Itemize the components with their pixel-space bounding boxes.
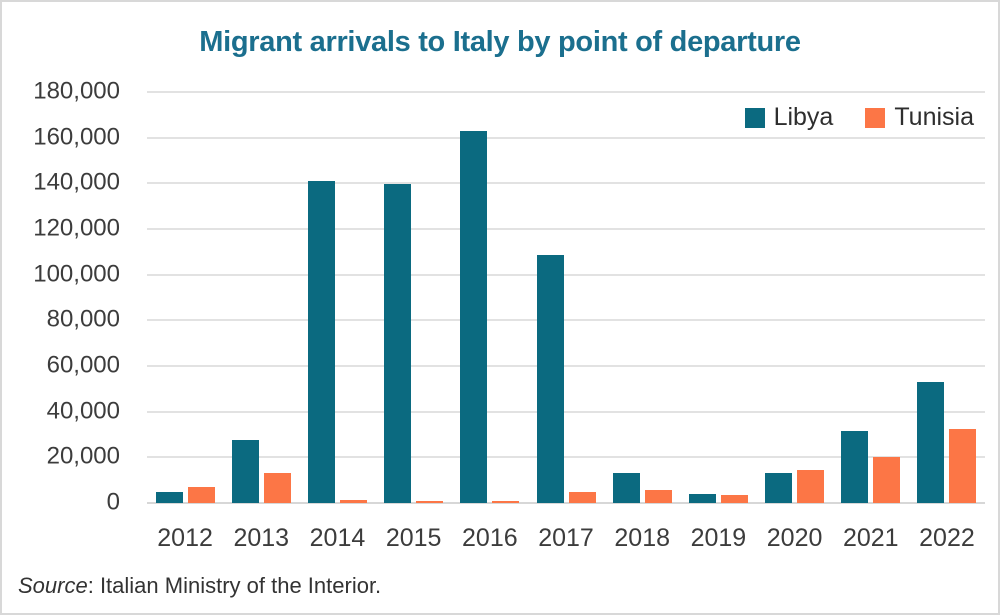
legend-item-libya: Libya xyxy=(744,103,834,132)
x-axis-tick-label: 2015 xyxy=(385,524,442,552)
y-axis-tick-label: 160,000 xyxy=(33,123,120,151)
x-axis-tick-label: 2013 xyxy=(233,524,290,552)
bar-tunisia-2019 xyxy=(720,495,748,503)
bar-group-2018 xyxy=(604,92,680,503)
bar-tunisia-2012 xyxy=(187,487,215,503)
bar-group-2013 xyxy=(223,92,299,503)
legend: Libya Tunisia xyxy=(744,103,974,132)
x-axis-tick-label: 2014 xyxy=(309,524,366,552)
gridline xyxy=(147,91,985,93)
bar-libya-2018 xyxy=(612,473,640,503)
y-axis-tick-label: 60,000 xyxy=(46,351,120,379)
gridline xyxy=(147,319,985,322)
legend-item-tunisia: Tunisia xyxy=(865,103,974,132)
y-axis-tick-label: 40,000 xyxy=(46,397,120,425)
bar-libya-2014 xyxy=(307,181,335,503)
x-axis-tick-label: 2022 xyxy=(919,524,975,552)
bar-libya-2017 xyxy=(536,255,564,503)
legend-swatch-icon xyxy=(744,107,765,128)
bar-group-2016 xyxy=(452,92,528,503)
bar-libya-2016 xyxy=(460,130,488,503)
y-axis-tick-label: 180,000 xyxy=(33,77,120,105)
bar-group-2022 xyxy=(909,92,985,503)
bar-groups xyxy=(147,92,985,503)
y-axis-tick-label: 20,000 xyxy=(46,442,120,470)
plot-area xyxy=(147,91,985,504)
gridline xyxy=(147,136,985,139)
bar-tunisia-2013 xyxy=(263,473,291,503)
x-axis-tick-label: 2021 xyxy=(842,524,899,552)
source-text: : Italian Ministry of the Interior. xyxy=(87,573,382,598)
chart-title: Migrant arrivals to Italy by point of de… xyxy=(199,26,801,58)
x-axis-tick-label: 2017 xyxy=(538,524,594,552)
bar-group-2012 xyxy=(147,92,223,503)
legend-label: Libya xyxy=(773,103,834,131)
gridline xyxy=(147,182,985,185)
bar-libya-2021 xyxy=(841,431,869,503)
bar-group-2017 xyxy=(528,92,604,503)
source-note: Source: Italian Ministry of the Interior… xyxy=(18,573,381,599)
bar-libya-2022 xyxy=(917,381,945,503)
gridline xyxy=(147,410,985,413)
bar-group-2015 xyxy=(376,92,452,503)
bar-tunisia-2014 xyxy=(339,500,367,503)
source-label: Source xyxy=(18,573,88,598)
bar-libya-2012 xyxy=(155,491,183,503)
bar-tunisia-2016 xyxy=(492,500,520,503)
y-axis-tick-label: 140,000 xyxy=(33,168,120,196)
x-axis-tick-label: 2020 xyxy=(766,524,823,552)
y-axis-tick-label: 120,000 xyxy=(33,214,120,242)
gridline xyxy=(147,502,985,504)
gridline xyxy=(147,364,985,367)
bar-tunisia-2021 xyxy=(873,457,901,503)
gridline xyxy=(147,227,985,230)
bar-tunisia-2015 xyxy=(416,501,444,503)
bar-group-2021 xyxy=(833,92,909,503)
bar-tunisia-2022 xyxy=(949,428,977,503)
legend-label: Tunisia xyxy=(894,103,974,131)
bar-tunisia-2020 xyxy=(797,469,825,503)
x-axis: 2012 2013 2014 2015 2016 2017 2018 2019 2020 2021… xyxy=(147,524,985,553)
bar-tunisia-2018 xyxy=(644,490,672,503)
bar-group-2014 xyxy=(299,92,375,503)
x-axis-tick-label: 2016 xyxy=(462,524,518,552)
y-axis-tick-label: 0 xyxy=(106,488,120,516)
x-axis-tick-label: 2019 xyxy=(690,524,747,552)
x-axis-tick-label: 2018 xyxy=(614,524,671,552)
bar-group-2020 xyxy=(757,92,833,503)
y-axis: 180,000 160,000 140,000 120,000 100,000 80,00… xyxy=(8,77,120,515)
bar-libya-2015 xyxy=(384,184,412,503)
bar-tunisia-2017 xyxy=(568,491,596,503)
gridline xyxy=(147,273,985,276)
bar-libya-2013 xyxy=(231,440,259,503)
y-axis-tick-label: 80,000 xyxy=(46,305,120,333)
bar-group-2019 xyxy=(680,92,756,503)
gridline xyxy=(147,456,985,459)
bar-libya-2019 xyxy=(688,493,716,503)
legend-swatch-icon xyxy=(865,107,886,128)
y-axis-tick-label: 100,000 xyxy=(33,260,120,288)
bar-libya-2020 xyxy=(765,473,793,503)
x-axis-tick-label: 2012 xyxy=(157,524,213,552)
